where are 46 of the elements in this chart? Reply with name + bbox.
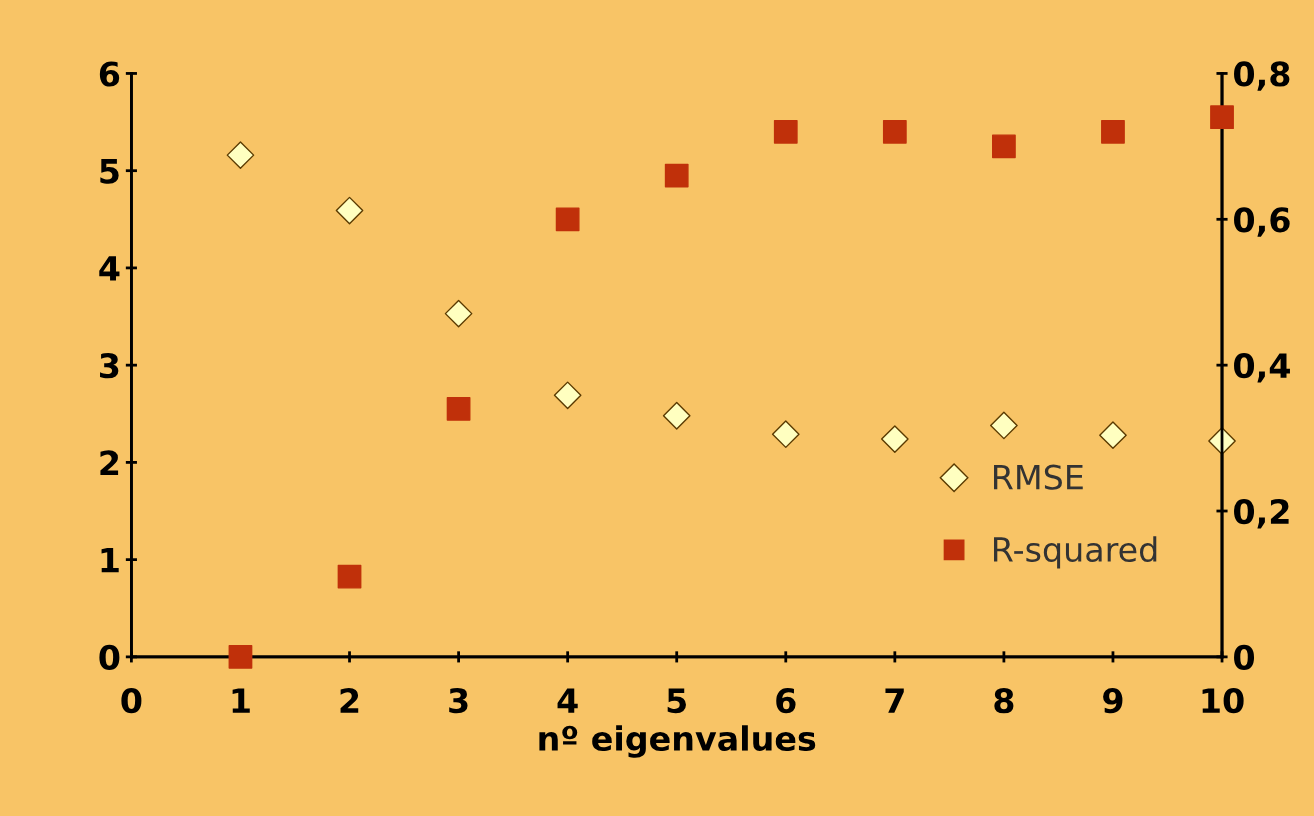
point bbox=[555, 207, 580, 232]
y-tick-label: 1 bbox=[101, 548, 119, 573]
point bbox=[1099, 421, 1127, 450]
point bbox=[882, 119, 907, 144]
point bbox=[1101, 119, 1125, 144]
y2-tick-label: 0 bbox=[1234, 644, 1255, 671]
legend-label: R-squared bbox=[994, 536, 1157, 569]
point bbox=[990, 411, 1018, 440]
legend-label: RMSE bbox=[994, 464, 1083, 490]
x-tick-label: 2 bbox=[340, 688, 359, 713]
point bbox=[771, 420, 800, 449]
point bbox=[446, 397, 471, 421]
y2-tick-label: 0,6 bbox=[1234, 207, 1290, 237]
x-tick-label: 1 bbox=[232, 688, 250, 713]
point bbox=[444, 299, 473, 328]
y2-tick-label: 0,2 bbox=[1234, 498, 1289, 529]
point bbox=[226, 141, 255, 169]
y-tick-label: 5 bbox=[100, 159, 119, 184]
x-tick-label: 8 bbox=[994, 688, 1014, 714]
y-tick-label: 3 bbox=[100, 353, 119, 379]
y-tick-label: 6 bbox=[99, 61, 120, 87]
y-tick-label: 4 bbox=[99, 256, 120, 281]
y-tick-label: 2 bbox=[100, 450, 119, 476]
point bbox=[553, 381, 582, 410]
point bbox=[335, 196, 364, 225]
x-tick-label: 3 bbox=[449, 688, 468, 714]
x-tick-label: 7 bbox=[885, 688, 904, 713]
point bbox=[880, 425, 909, 453]
x-tick-label: 5 bbox=[667, 688, 686, 714]
x-tick-label: 9 bbox=[1103, 688, 1123, 714]
y2-tick-label: 0,4 bbox=[1234, 353, 1290, 383]
point bbox=[228, 644, 253, 669]
point bbox=[664, 163, 689, 188]
y-tick-label: 0 bbox=[99, 644, 120, 671]
x-axis-title: nº eigenvalues bbox=[539, 725, 816, 758]
y2-tick-label: 0,8 bbox=[1234, 61, 1290, 91]
point bbox=[662, 401, 691, 430]
x-tick-label: 0 bbox=[121, 688, 142, 714]
x-tick-label: 4 bbox=[557, 688, 578, 713]
point bbox=[1208, 427, 1236, 455]
x-tick-label: 6 bbox=[776, 688, 796, 714]
x-tick-label: 10 bbox=[1202, 688, 1244, 714]
point bbox=[337, 564, 362, 589]
point bbox=[992, 134, 1016, 159]
point bbox=[773, 119, 798, 144]
point bbox=[1210, 105, 1234, 130]
